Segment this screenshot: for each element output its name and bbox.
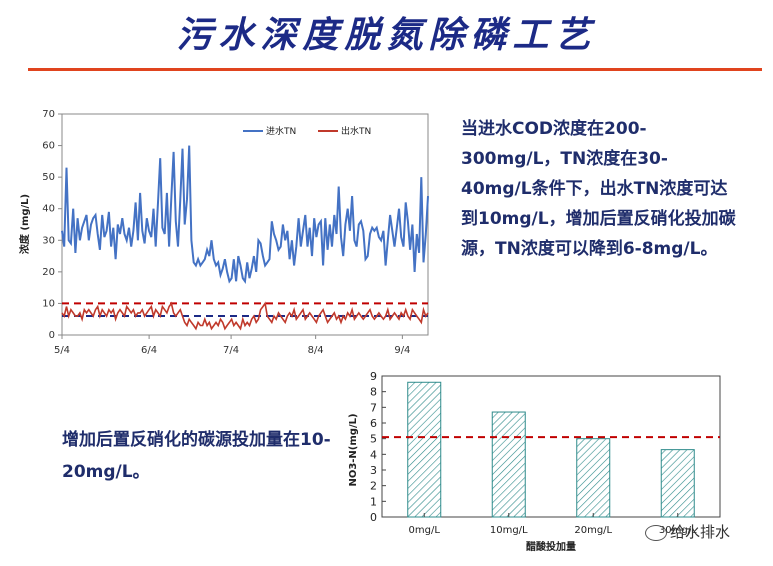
bar-chart-y-tick-label: 3 xyxy=(370,464,377,477)
slide-title: 污水深度脱氮除磷工艺 xyxy=(176,14,597,56)
description-paragraph-2: 增加后置反硝化的碳源投加量在10-20mg/L。 xyxy=(62,430,331,482)
bar-20mg/L xyxy=(576,438,611,518)
line-chart-y-tick-label: 70 xyxy=(42,109,55,120)
legend-outflow-label: 出水TN xyxy=(341,125,371,137)
bar-10mg/L xyxy=(491,411,526,518)
line-chart-legend: 进水TN 出水TN xyxy=(243,125,371,137)
bar-chart-x-tick-label: 0mg/L xyxy=(409,525,441,536)
line-chart-y-tick-label: 50 xyxy=(42,172,55,183)
nitrate-bar-chart: 0 1 2 3 4 5 6 7 8 9 0mg/L 10mg/L 20mg/L 30mg/L NO3-N… xyxy=(348,370,721,553)
bar-chart-y-tick-label: 6 xyxy=(370,417,377,430)
bar-chart-x-tick-label: 30mg/L xyxy=(659,525,697,536)
line-chart-x-tick-label: 9/4 xyxy=(394,345,410,356)
line-chart-x-tick-label: 6/4 xyxy=(141,345,157,356)
bar-chart-y-tick-label: 2 xyxy=(370,480,377,493)
bar-chart-y-tick-label: 0 xyxy=(370,511,377,524)
line-chart-y-tick-label: 10 xyxy=(42,298,55,309)
line-chart-y-tick-label: 20 xyxy=(42,267,55,278)
line-series-outflow-tn xyxy=(61,301,429,331)
line-chart-x-tick-label: 5/4 xyxy=(54,345,70,356)
line-chart-x-tick-label: 7/4 xyxy=(223,345,239,356)
bar-0mg/L xyxy=(407,381,442,518)
bar-chart-y-axis-label: NO3-N(mg/L) xyxy=(348,413,359,486)
bar-chart-x-axis-label: 醋酸投加量 xyxy=(526,540,576,553)
line-chart-x-tick-label: 8/4 xyxy=(308,345,324,356)
bar-chart-y-tick-label: 7 xyxy=(370,401,377,414)
line-series-inflow-tn xyxy=(61,145,429,285)
bar-chart-x-tick-label: 20mg/L xyxy=(574,525,612,536)
tn-line-chart: 0 10 20 30 40 50 60 70 5/4 6/4 7/4 8/4 9/4 浓度 (mg/L… xyxy=(18,109,429,356)
watermark: 给水排水 xyxy=(645,521,730,542)
bar-chart-y-tick-label: 5 xyxy=(370,433,377,446)
bar-chart-y-tick-label: 1 xyxy=(370,495,377,508)
bar-chart-y-tick-label: 9 xyxy=(370,370,377,383)
bar-30mg/L xyxy=(660,449,695,518)
bar-chart-x-tick-label: 10mg/L xyxy=(490,525,528,536)
bar-chart-y-tick-label: 4 xyxy=(370,448,377,461)
line-chart-y-tick-label: 30 xyxy=(42,235,55,246)
line-chart-y-axis-label: 浓度 (mg/L) xyxy=(18,194,31,254)
bar-chart-y-tick-label: 8 xyxy=(370,386,377,399)
description-paragraph-1: 当进水COD浓度在200-300mg/L，TN浓度在30-40mg/L条件下，出… xyxy=(461,119,736,259)
legend-inflow-label: 进水TN xyxy=(266,125,296,137)
wechat-icon xyxy=(645,524,667,541)
line-chart-y-tick-label: 0 xyxy=(49,330,55,341)
line-chart-y-tick-label: 60 xyxy=(42,141,55,152)
watermark-text: 给水排水 xyxy=(670,523,731,541)
title-divider xyxy=(28,68,762,71)
line-chart-y-tick-label: 40 xyxy=(42,204,55,215)
